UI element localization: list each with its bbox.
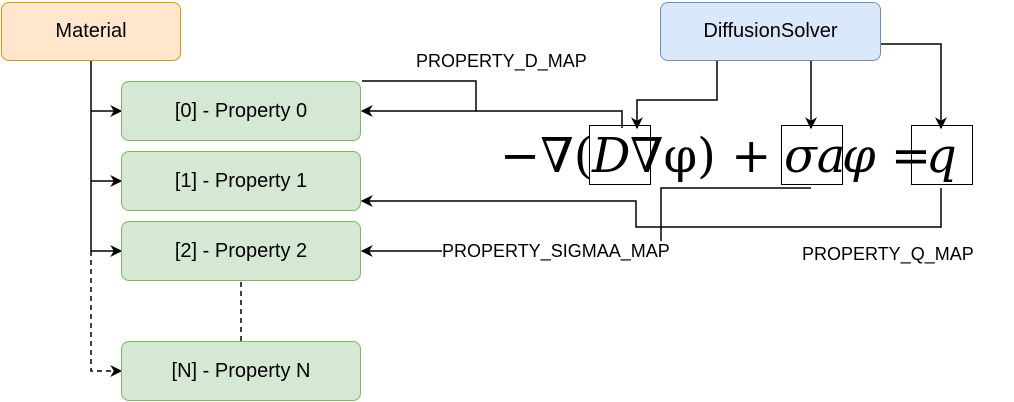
solver-to-q-term: [880, 43, 947, 130]
q-term-to-property-1: [360, 188, 942, 228]
equation-minus-nabla: −∇(: [500, 128, 593, 184]
equation-d-term: D: [592, 128, 631, 184]
solver-to-d-term: [631, 60, 718, 130]
property-2-label: [2] - Property 2: [174, 239, 308, 262]
property-n-label: [N] - Property N: [171, 359, 311, 382]
property-0-node: [0] - Property 0: [121, 81, 361, 141]
sigmaa-map-label: PROPERTY_SIGMAA_MAP: [442, 241, 670, 262]
equation-nabla-phi: ∇φ) +: [630, 128, 772, 184]
q-term-box: [911, 125, 973, 185]
property-2-node: [2] - Property 2: [121, 221, 361, 281]
diffusion-equation: −∇( D ∇φ) + σa φ = q: [500, 123, 980, 189]
material-node: Material: [1, 2, 181, 61]
diffusion-solver-label: DiffusionSolver: [703, 20, 838, 42]
material-to-property-n: [90, 251, 123, 377]
property-1-label: [1] - Property 1: [174, 169, 308, 192]
property-n-node: [N] - Property N: [121, 341, 361, 401]
q-map-label: PROPERTY_Q_MAP: [802, 244, 974, 265]
diffusion-solver-node: DiffusionSolver: [660, 2, 881, 61]
sigma-term-box: [781, 125, 843, 185]
equation-phi-eq: φ =: [842, 128, 932, 184]
property-0-label: [0] - Property 0: [174, 99, 308, 122]
d-term-to-property-0: [362, 80, 623, 128]
property-1-node: [1] - Property 1: [121, 151, 361, 211]
d-map-label: PROPERTY_D_MAP: [416, 51, 587, 72]
material-label: Material: [55, 20, 127, 42]
d-term-box: [589, 125, 651, 185]
equation-sigma-term: σa: [784, 128, 846, 184]
equation-q-term: q: [926, 128, 957, 184]
